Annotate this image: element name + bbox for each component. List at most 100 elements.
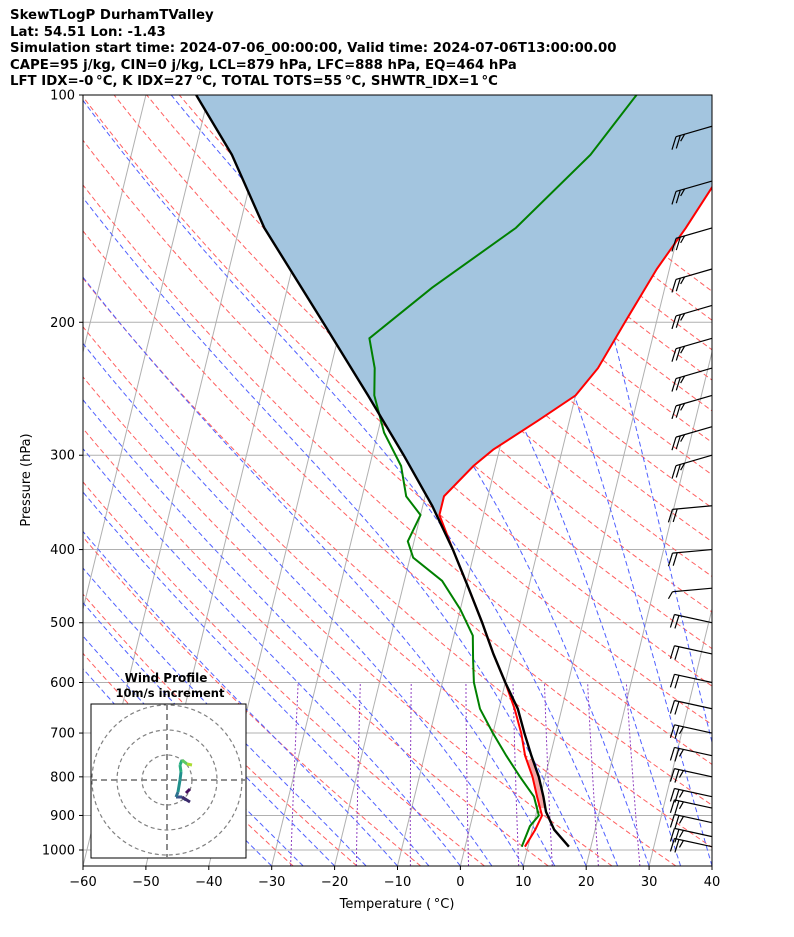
barb-flag xyxy=(669,768,675,782)
barb-flag xyxy=(674,646,680,660)
x-axis: −60 −50 −40 −30 −20 −10 0 10 20 30 40 xyxy=(69,866,720,890)
barb-shaft xyxy=(675,125,713,138)
moist-adiabat xyxy=(83,447,461,866)
wind-barb xyxy=(669,699,713,715)
dry-adiabat xyxy=(83,277,712,848)
isotherm-line xyxy=(648,606,712,866)
x-tick-label: −40 xyxy=(195,875,222,890)
profile-lines xyxy=(195,95,712,848)
barb-shaft xyxy=(674,799,713,809)
y-tick-label: 100 xyxy=(50,89,75,104)
mixing-ratio-line xyxy=(512,682,520,866)
dry-adiabat xyxy=(83,427,549,866)
moist-adiabat xyxy=(83,399,493,866)
barb-shaft xyxy=(674,673,713,684)
barb-flag xyxy=(680,276,686,285)
barb-flag xyxy=(671,436,677,451)
x-tick-label: −60 xyxy=(69,875,96,890)
barb-flag xyxy=(678,801,684,810)
y-tick-label: 700 xyxy=(50,727,75,742)
wind-barb xyxy=(669,645,713,660)
wind-barb xyxy=(669,724,713,739)
barb-flag xyxy=(671,465,677,479)
y-tick-label: 1000 xyxy=(42,844,75,859)
y-tick-label: 800 xyxy=(50,770,75,785)
hodograph-trace xyxy=(174,791,180,798)
barb-shaft xyxy=(674,827,713,838)
moist-adiabat xyxy=(83,601,335,866)
barb-flag xyxy=(678,770,684,778)
barb-shaft xyxy=(674,746,713,757)
moist-adiabat xyxy=(83,99,619,866)
barb-flag xyxy=(675,377,681,391)
barb-flag xyxy=(675,314,681,328)
barb-flag xyxy=(678,790,684,798)
barb-flag xyxy=(675,236,681,251)
barb-flag xyxy=(669,788,675,802)
barb-flag xyxy=(674,839,680,853)
barb-shaft xyxy=(672,505,713,510)
wind-barb xyxy=(671,367,713,392)
barb-shaft xyxy=(675,337,713,350)
wind-barb xyxy=(669,827,713,843)
barb-flag xyxy=(672,552,678,566)
y-tick-label: 500 xyxy=(50,616,75,631)
wind-barb xyxy=(667,548,713,567)
x-tick-label: −30 xyxy=(258,875,285,890)
mixing-ratio-line xyxy=(355,682,361,866)
barb-shaft xyxy=(675,367,713,380)
isotherm-line xyxy=(711,863,712,866)
barb-flag xyxy=(669,614,675,628)
x-tick-label: 20 xyxy=(578,875,595,890)
barb-flag xyxy=(674,748,680,762)
barb-shaft xyxy=(674,645,713,655)
barb-flag xyxy=(669,724,675,738)
barb-flag xyxy=(671,315,677,330)
title-indices-2: LFT IDX=-0 °C, K IDX=27 °C, TOTAL TOTS=5… xyxy=(10,74,498,89)
isotherm-line xyxy=(83,95,210,612)
hodograph-title: Wind Profile xyxy=(125,671,208,685)
barb-shaft xyxy=(675,180,713,193)
barb-flag xyxy=(675,464,681,478)
moist-adiabat xyxy=(83,342,524,866)
hodograph-trace xyxy=(186,762,193,767)
barb-flag xyxy=(667,552,674,567)
barb-flag xyxy=(669,674,675,688)
wind-barb xyxy=(669,813,713,829)
wind-barb xyxy=(669,673,713,689)
dry-adiabat xyxy=(83,326,677,866)
wind-barb xyxy=(669,613,713,629)
mixing-ratio-line xyxy=(587,682,599,866)
barb-flag xyxy=(680,434,686,442)
barb-flag xyxy=(674,800,680,815)
barb-shaft xyxy=(675,268,713,281)
wind-barb xyxy=(667,505,713,523)
y-tick-label: 400 xyxy=(50,543,75,558)
wind-barb xyxy=(671,125,713,150)
wind-barb xyxy=(671,180,713,205)
barb-flag xyxy=(680,375,686,384)
isotherm-line xyxy=(775,95,794,866)
mixing-ratio-line xyxy=(625,682,641,866)
wind-barb xyxy=(671,227,713,252)
cape-area xyxy=(196,95,712,599)
barb-flag xyxy=(667,591,673,600)
barb-flag xyxy=(675,347,681,361)
barb-flag xyxy=(680,403,686,411)
hodograph-trace xyxy=(178,771,183,781)
hodograph-trace xyxy=(181,758,188,766)
barb-shaft xyxy=(674,787,713,798)
barb-shaft xyxy=(675,227,713,239)
moist-adiabat xyxy=(83,567,367,866)
barb-shaft xyxy=(674,724,713,734)
barb-flag xyxy=(671,238,677,252)
dry-adiabat xyxy=(83,230,712,806)
title-times: Simulation start time: 2024-07-06_00:00:… xyxy=(10,41,617,56)
barb-flag xyxy=(680,235,686,244)
barb-flag xyxy=(669,645,675,659)
title-location: Lat: 54.51 Lon: -1.43 xyxy=(10,24,166,40)
title-indices-1: CAPE=95 j/kg, CIN=0 j/kg, LCL=879 hPa, L… xyxy=(10,57,517,73)
wind-barb xyxy=(669,746,713,762)
moist-adiabat xyxy=(83,196,587,866)
